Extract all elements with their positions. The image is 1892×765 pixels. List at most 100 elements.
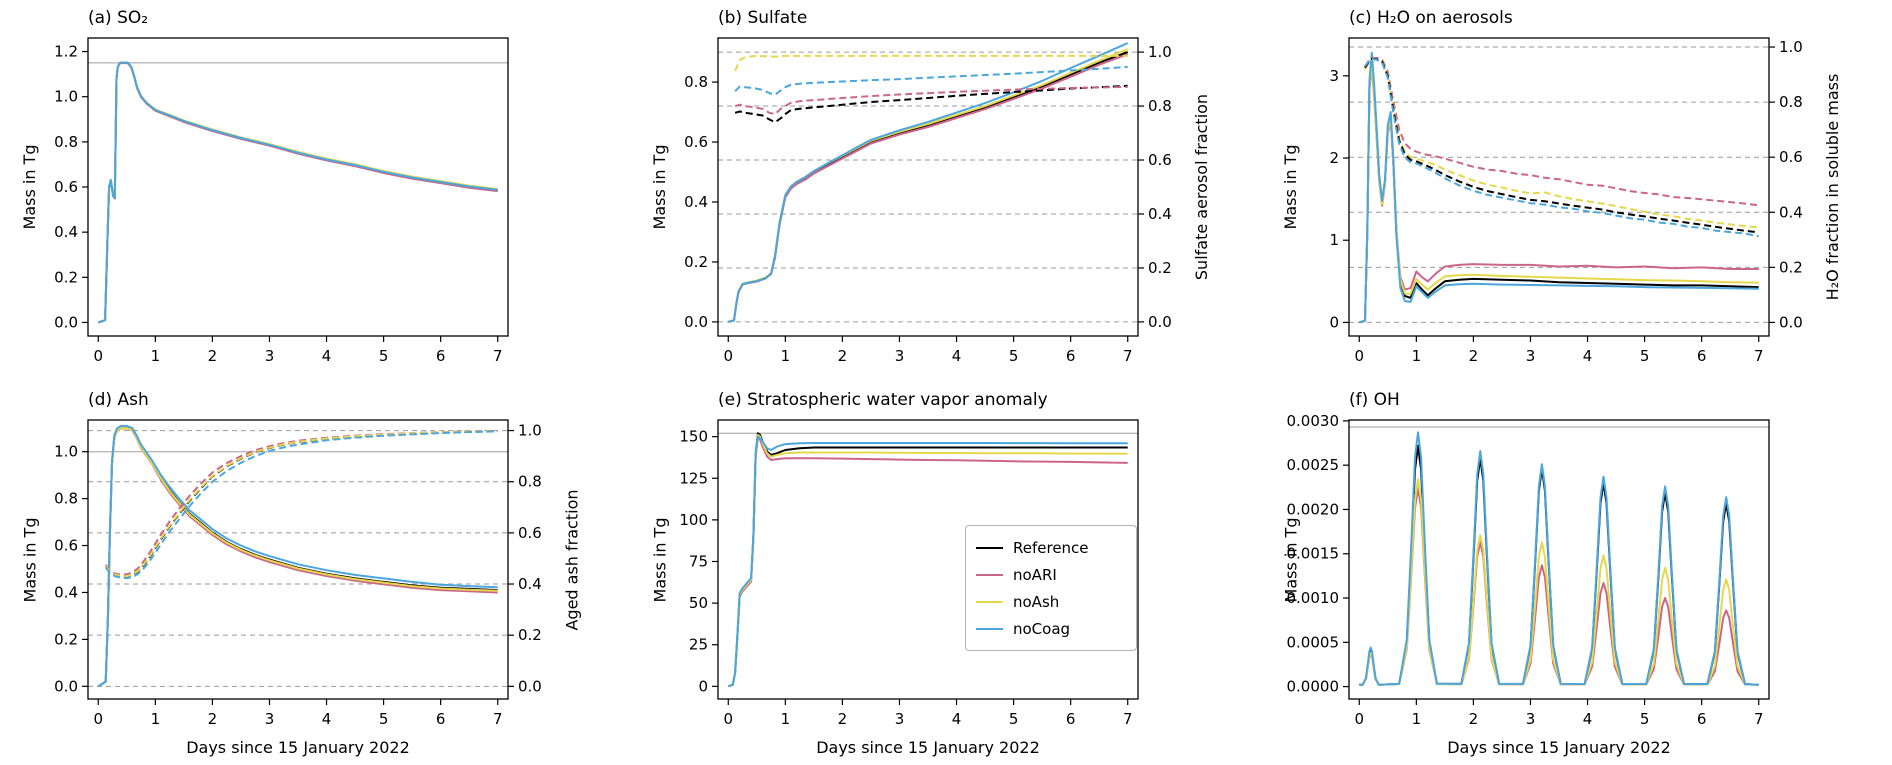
svg-text:0: 0 <box>93 710 103 728</box>
svg-text:125: 125 <box>679 469 708 487</box>
svg-text:0.6: 0.6 <box>1779 148 1803 166</box>
svg-text:6: 6 <box>1066 710 1076 728</box>
legend-label-reference: Reference <box>1013 538 1089 557</box>
svg-text:7: 7 <box>1123 710 1133 728</box>
svg-text:1: 1 <box>1329 231 1339 249</box>
svg-text:4: 4 <box>952 710 962 728</box>
legend-swatch-nocoag <box>976 627 1003 630</box>
legend-swatch-noash <box>976 600 1003 603</box>
svg-text:1.0: 1.0 <box>1148 43 1172 61</box>
panel-a-plot: 0 1 2 3 4 5 6 7 0.0 0.2 0.4 0.6 0.8 1.0 1.2 <box>54 37 509 365</box>
svg-text:2: 2 <box>838 710 848 728</box>
legend-item-nocoag: noCoag <box>976 615 1126 642</box>
svg-text:5: 5 <box>1640 710 1650 728</box>
svg-text:3: 3 <box>895 710 905 728</box>
svg-text:1: 1 <box>151 347 161 365</box>
panel-f-title: (f) OH <box>1349 390 1400 410</box>
panel-f-xlabel: Days since 15 January 2022 <box>1447 738 1671 757</box>
panel-e-xlabel: Days since 15 January 2022 <box>816 738 1040 757</box>
svg-text:5: 5 <box>379 347 389 365</box>
svg-text:7: 7 <box>1754 710 1764 728</box>
svg-text:0.4: 0.4 <box>684 193 708 211</box>
svg-text:2: 2 <box>1469 710 1479 728</box>
svg-text:4: 4 <box>322 347 332 365</box>
svg-text:0: 0 <box>698 677 708 695</box>
svg-text:0.0015: 0.0015 <box>1287 545 1340 563</box>
svg-text:0.4: 0.4 <box>54 223 78 241</box>
svg-text:6: 6 <box>1697 710 1707 728</box>
legend-swatch-reference <box>976 546 1003 549</box>
svg-text:4: 4 <box>1583 347 1593 365</box>
svg-text:3: 3 <box>1526 710 1536 728</box>
svg-text:100: 100 <box>679 511 708 529</box>
svg-text:1.0: 1.0 <box>54 443 78 461</box>
svg-text:4: 4 <box>952 347 962 365</box>
svg-text:4: 4 <box>322 710 332 728</box>
svg-text:6: 6 <box>436 347 446 365</box>
svg-text:1.2: 1.2 <box>54 43 78 61</box>
svg-text:0.4: 0.4 <box>54 583 78 601</box>
legend-item-noari: noARI <box>976 561 1126 588</box>
panel-c-title: (c) H₂O on aerosols <box>1349 8 1513 28</box>
svg-text:3: 3 <box>265 347 275 365</box>
svg-text:0.0: 0.0 <box>518 677 542 695</box>
svg-text:0.6: 0.6 <box>684 133 708 151</box>
svg-text:0.0020: 0.0020 <box>1287 500 1340 518</box>
svg-text:4: 4 <box>1583 710 1593 728</box>
svg-text:0.6: 0.6 <box>54 537 78 555</box>
svg-text:0.8: 0.8 <box>54 490 78 508</box>
svg-text:0.0: 0.0 <box>1779 313 1803 331</box>
svg-text:50: 50 <box>689 594 708 612</box>
legend-swatch-noari <box>976 573 1003 576</box>
panel-c-plot: 0 1 2 3 4 5 6 7 0 1 2 3 0.0 0.2 0.4 0.6 0.8 1.0 <box>1329 37 1803 365</box>
svg-text:0.2: 0.2 <box>1148 259 1172 277</box>
svg-text:1: 1 <box>1412 347 1422 365</box>
svg-text:0.2: 0.2 <box>54 630 78 648</box>
svg-text:7: 7 <box>1754 347 1764 365</box>
svg-text:0.8: 0.8 <box>518 473 542 491</box>
panel-e-plot: 0 1 2 3 4 5 6 7 0 25 50 75 100 125 150 <box>679 419 1139 728</box>
svg-text:0.2: 0.2 <box>54 268 78 286</box>
svg-text:6: 6 <box>436 710 446 728</box>
svg-text:0.4: 0.4 <box>1148 205 1172 223</box>
svg-text:0.0025: 0.0025 <box>1287 456 1340 474</box>
panel-c: (c) H₂O on aerosols Mass in Tg H₂O fract… <box>1261 0 1892 382</box>
panel-d-title: (d) Ash <box>88 390 149 410</box>
svg-text:1.0: 1.0 <box>1779 38 1803 56</box>
svg-text:1.0: 1.0 <box>54 88 78 106</box>
svg-text:0: 0 <box>1354 710 1364 728</box>
legend: Reference noARI noAsh noCoag <box>965 525 1137 651</box>
svg-text:5: 5 <box>1009 710 1019 728</box>
svg-text:0.0: 0.0 <box>684 313 708 331</box>
svg-text:0.0: 0.0 <box>54 313 78 331</box>
panel-b: (b) Sulfate Mass in Tg Sulfate aerosol f… <box>630 0 1261 382</box>
svg-text:0: 0 <box>1354 347 1364 365</box>
svg-text:1: 1 <box>781 347 791 365</box>
legend-label-nocoag: noCoag <box>1013 619 1071 638</box>
legend-item-noash: noAsh <box>976 588 1126 615</box>
svg-text:0.6: 0.6 <box>1148 151 1172 169</box>
svg-text:5: 5 <box>379 710 389 728</box>
svg-text:0.0: 0.0 <box>54 677 78 695</box>
svg-text:1.0: 1.0 <box>518 422 542 440</box>
svg-text:0.0010: 0.0010 <box>1287 589 1340 607</box>
svg-text:2: 2 <box>838 347 848 365</box>
svg-text:7: 7 <box>493 347 503 365</box>
svg-text:7: 7 <box>493 710 503 728</box>
svg-text:0.2: 0.2 <box>518 626 542 644</box>
svg-text:0: 0 <box>93 347 103 365</box>
svg-text:5: 5 <box>1009 347 1019 365</box>
svg-text:2: 2 <box>208 347 218 365</box>
svg-text:2: 2 <box>208 710 218 728</box>
svg-text:0: 0 <box>1329 313 1339 331</box>
svg-text:3: 3 <box>1526 347 1536 365</box>
svg-text:1: 1 <box>1412 710 1422 728</box>
svg-text:1: 1 <box>781 710 791 728</box>
svg-text:25: 25 <box>689 636 708 654</box>
panel-d: (d) Ash Mass in Tg Aged ash fraction Day… <box>0 382 630 765</box>
panel-b-title: (b) Sulfate <box>718 8 808 28</box>
svg-text:0.8: 0.8 <box>1779 93 1803 111</box>
svg-text:6: 6 <box>1066 347 1076 365</box>
panel-e: (e) Stratospheric water vapor anomaly Ma… <box>630 382 1261 765</box>
